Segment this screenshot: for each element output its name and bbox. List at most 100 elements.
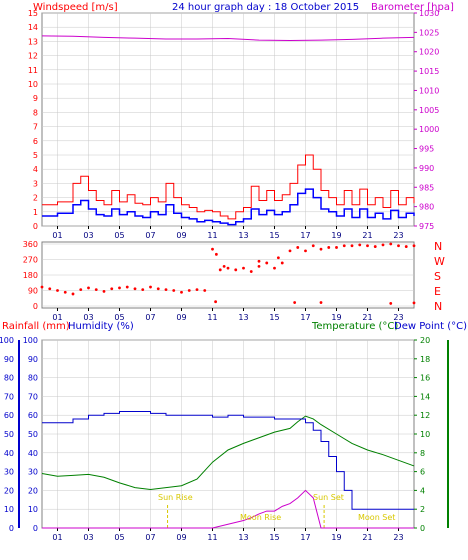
x-tick-label: 11	[207, 533, 217, 542]
temperature-tick-label: 14	[420, 392, 430, 401]
temperature-tick-label: 6	[420, 468, 425, 477]
y-tick-label: 0	[33, 302, 38, 311]
y-tick-label: 360	[23, 240, 38, 249]
direction-point	[296, 246, 300, 249]
direction-point	[102, 289, 106, 293]
y2-tick-label: 995	[419, 145, 434, 154]
temperature-tick-label: 20	[420, 336, 430, 345]
x-tick-label: 13	[238, 313, 248, 322]
sun-set-label: Sun Set	[313, 493, 344, 502]
direction-point	[304, 249, 307, 253]
direction-point	[172, 289, 176, 292]
y-tick-label: 7	[33, 123, 38, 132]
y-tick-label: 180	[23, 271, 38, 280]
y-tick-label: 14	[28, 23, 38, 32]
y-tick-label: 90	[28, 287, 38, 296]
humidity-tick-label: 10	[28, 505, 38, 514]
direction-point	[149, 285, 152, 289]
direction-point	[381, 243, 385, 247]
temperature-axis-label: Temperature (°C)	[311, 321, 398, 332]
rain-axis-label: 60	[4, 411, 14, 420]
direction-point	[187, 289, 191, 292]
compass-label: N	[434, 240, 442, 253]
direction-point	[265, 261, 269, 265]
direction-point	[373, 245, 377, 248]
x-tick-label: 21	[362, 533, 372, 542]
x-tick-label: 21	[362, 313, 372, 322]
x-tick-label: 15	[269, 313, 279, 322]
x-tick-label: 07	[145, 231, 155, 240]
x-tick-label: 05	[114, 231, 124, 240]
direction-point	[257, 259, 261, 263]
direction-point	[412, 301, 416, 305]
x-tick-label: 05	[114, 533, 124, 542]
humidity-tick-label: 20	[28, 486, 38, 495]
x-tick-label: 23	[393, 231, 403, 240]
direction-point	[257, 264, 261, 268]
x-tick-label: 19	[331, 533, 341, 542]
x-tick-label: 09	[176, 231, 186, 240]
y2-tick-label: 985	[419, 183, 434, 192]
x-tick-label: 01	[52, 313, 62, 322]
direction-point	[94, 288, 98, 292]
compass-label: N	[434, 300, 442, 313]
x-tick-label: 01	[52, 533, 62, 542]
direction-point	[141, 288, 145, 292]
wind-panel-frame	[41, 12, 415, 227]
direction-point	[110, 287, 114, 291]
x-tick-label: 13	[238, 231, 248, 240]
x-tick-label: 11	[207, 231, 217, 240]
y-tick-label: 0	[33, 222, 38, 231]
y-tick-label: 5	[33, 151, 38, 160]
x-tick-label: 19	[331, 313, 341, 322]
direction-point	[180, 290, 183, 294]
direction-point	[389, 242, 393, 246]
y-tick-label: 11	[28, 66, 38, 75]
wind-panel: 0123456789101112131415975980985990995100…	[28, 9, 440, 240]
x-tick-label: 19	[331, 231, 341, 240]
y2-tick-label: 980	[419, 203, 434, 212]
direction-point	[242, 266, 245, 270]
direction-point	[311, 244, 315, 248]
direction-point	[366, 244, 369, 248]
humidity-axis-label: Humidity (%)	[68, 321, 134, 332]
direction-point	[397, 244, 400, 248]
temperature-tick-label: 0	[420, 524, 425, 533]
direction-point	[218, 268, 222, 272]
y-tick-label: 12	[28, 52, 38, 61]
direction-point	[56, 289, 59, 292]
x-tick-label: 15	[269, 231, 279, 240]
direction-point	[222, 264, 226, 268]
rain-axis-label: 0	[9, 524, 14, 533]
x-tick-label: 23	[393, 313, 403, 322]
direction-point	[412, 244, 416, 248]
humidity-tick-label: 0	[33, 524, 38, 533]
y2-tick-label: 1000	[419, 125, 439, 134]
direction-point	[226, 266, 230, 270]
y-tick-label: 1	[33, 208, 38, 217]
humidity-tick-label: 90	[28, 355, 38, 364]
humidity-tick-label: 80	[28, 374, 38, 383]
compass-label: W	[434, 255, 445, 268]
direction-point	[211, 247, 214, 251]
y2-tick-label: 1010	[419, 86, 439, 95]
y-tick-label: 2	[33, 194, 38, 203]
x-tick-label: 09	[176, 313, 186, 322]
direction-point	[249, 270, 253, 273]
x-tick-label: 11	[207, 313, 217, 322]
y2-tick-label: 1025	[419, 28, 439, 37]
compass-label: E	[434, 285, 441, 298]
x-tick-label: 17	[300, 313, 310, 322]
temperature-tick-label: 18	[420, 355, 430, 364]
humidity-tick-label: 70	[28, 392, 38, 401]
moon-set-label: Moon Set	[358, 513, 395, 522]
humidity-tick-label: 30	[28, 468, 38, 477]
rain-axis-label: 80	[4, 374, 14, 383]
moon-rise-label: Moon Rise	[240, 513, 281, 522]
y-tick-label: 6	[33, 137, 38, 146]
rain-axis-label: 20	[4, 486, 14, 495]
y-tick-label: 8	[33, 108, 38, 117]
x-tick-label: 17	[300, 533, 310, 542]
